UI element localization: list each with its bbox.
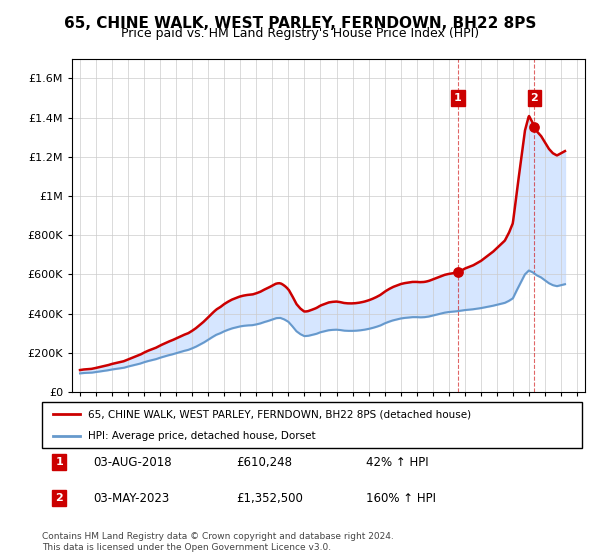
Point	[529, 123, 539, 132]
Text: Contains HM Land Registry data © Crown copyright and database right 2024.
This d: Contains HM Land Registry data © Crown c…	[42, 532, 394, 552]
Text: £610,248: £610,248	[236, 456, 292, 469]
Text: HPI: Average price, detached house, Dorset: HPI: Average price, detached house, Dors…	[88, 431, 316, 441]
Text: 42% ↑ HPI: 42% ↑ HPI	[366, 456, 428, 469]
Text: 160% ↑ HPI: 160% ↑ HPI	[366, 492, 436, 505]
Text: 65, CHINE WALK, WEST PARLEY, FERNDOWN, BH22 8PS: 65, CHINE WALK, WEST PARLEY, FERNDOWN, B…	[64, 16, 536, 31]
Text: 2: 2	[56, 493, 63, 503]
Text: 65, CHINE WALK, WEST PARLEY, FERNDOWN, BH22 8PS (detached house): 65, CHINE WALK, WEST PARLEY, FERNDOWN, B…	[88, 409, 471, 419]
Point	[453, 268, 463, 277]
FancyBboxPatch shape	[42, 402, 582, 448]
Text: 03-MAY-2023: 03-MAY-2023	[94, 492, 170, 505]
Text: 2: 2	[530, 93, 538, 103]
Text: £1,352,500: £1,352,500	[236, 492, 303, 505]
Text: 03-AUG-2018: 03-AUG-2018	[94, 456, 172, 469]
Text: 1: 1	[454, 93, 462, 103]
Text: 1: 1	[56, 457, 63, 467]
Text: Price paid vs. HM Land Registry's House Price Index (HPI): Price paid vs. HM Land Registry's House …	[121, 27, 479, 40]
